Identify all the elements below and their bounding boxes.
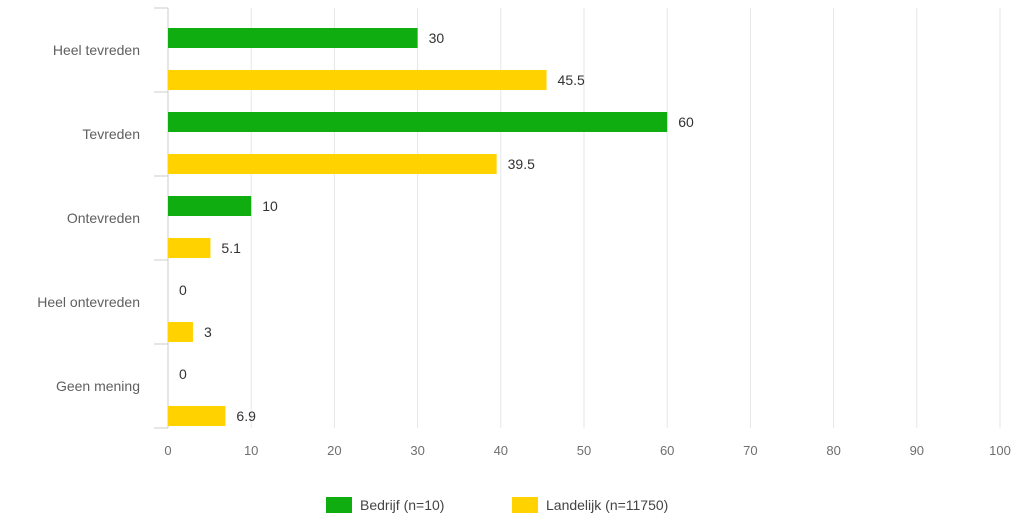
- category-labels: Heel tevreden Tevreden Ontevreden Heel onte…: [37, 42, 140, 394]
- data-label-landelijk-n-11750-ontevreden: 5.1: [221, 240, 241, 256]
- data-label-bedrijf-n-10-geen-mening: 0: [179, 366, 187, 382]
- data-label-bedrijf-n-10-tevreden: 60: [678, 114, 694, 130]
- x-tick-label: 60: [660, 443, 674, 458]
- bar-landelijk-n-11750-heel-tevreden: [168, 70, 547, 90]
- data-label-landelijk-n-11750-tevreden: 39.5: [508, 156, 535, 172]
- data-label-bedrijf-n-10-heel-ontevreden: 0: [179, 282, 187, 298]
- bar-bedrijf-n-10-ontevreden: [168, 196, 252, 216]
- legend-label-bedrijf-n-10: Bedrijf (n=10): [360, 497, 444, 513]
- x-tick-label: 70: [743, 443, 757, 458]
- bar-bedrijf-n-10-heel-tevreden: [168, 28, 418, 48]
- data-labels: 30 60 10 0 0 45.5 39.5 5.1 3 6.9: [179, 30, 694, 424]
- x-tick-label: 10: [244, 443, 258, 458]
- category-axis: [154, 7, 169, 429]
- category-label-ontevreden: Ontevreden: [67, 210, 140, 226]
- bar-landelijk-n-11750-heel-ontevreden: [168, 322, 193, 342]
- category-label-tevreden: Tevreden: [82, 126, 140, 142]
- data-label-landelijk-n-11750-geen-mening: 6.9: [236, 408, 256, 424]
- x-tick-label: 100: [989, 443, 1011, 458]
- legend-swatch-landelijk-n-11750: [512, 497, 538, 513]
- x-tick-label: 50: [577, 443, 591, 458]
- bars: [168, 28, 668, 426]
- legend-label-landelijk-n-11750: Landelijk (n=11750): [546, 497, 668, 513]
- legend: Bedrijf (n=10) Landelijk (n=11750): [326, 497, 668, 513]
- legend-swatch-bedrijf-n-10: [326, 497, 352, 513]
- x-tick-label: 30: [410, 443, 424, 458]
- category-label-heel-tevreden: Heel tevreden: [53, 42, 140, 58]
- bar-landelijk-n-11750-geen-mening: [168, 406, 226, 426]
- x-tick-labels: 0 10 20 30 40 50 60 70 80 90 100: [164, 443, 1010, 458]
- x-tick-label: 40: [494, 443, 508, 458]
- bar-bedrijf-n-10-tevreden: [168, 112, 668, 132]
- bar-landelijk-n-11750-tevreden: [168, 154, 497, 174]
- x-tick-label: 0: [164, 443, 171, 458]
- category-label-heel-ontevreden: Heel ontevreden: [37, 294, 140, 310]
- bar-landelijk-n-11750-ontevreden: [168, 238, 211, 258]
- x-tick-label: 90: [910, 443, 924, 458]
- x-tick-label: 80: [826, 443, 840, 458]
- data-label-bedrijf-n-10-heel-tevreden: 30: [429, 30, 445, 46]
- data-label-bedrijf-n-10-ontevreden: 10: [262, 198, 278, 214]
- data-label-landelijk-n-11750-heel-tevreden: 45.5: [558, 72, 585, 88]
- data-label-landelijk-n-11750-heel-ontevreden: 3: [204, 324, 212, 340]
- x-tick-label: 20: [327, 443, 341, 458]
- category-label-geen-mening: Geen mening: [56, 378, 140, 394]
